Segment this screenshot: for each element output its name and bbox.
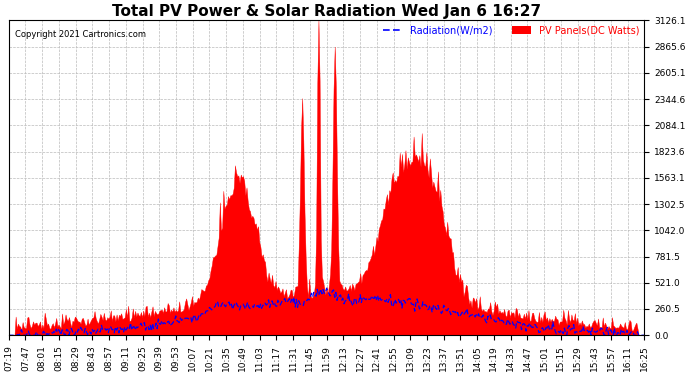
Legend: Radiation(W/m2), PV Panels(DC Watts): Radiation(W/m2), PV Panels(DC Watts) <box>383 25 640 35</box>
Title: Total PV Power & Solar Radiation Wed Jan 6 16:27: Total PV Power & Solar Radiation Wed Jan… <box>112 4 541 19</box>
Text: Copyright 2021 Cartronics.com: Copyright 2021 Cartronics.com <box>15 30 146 39</box>
